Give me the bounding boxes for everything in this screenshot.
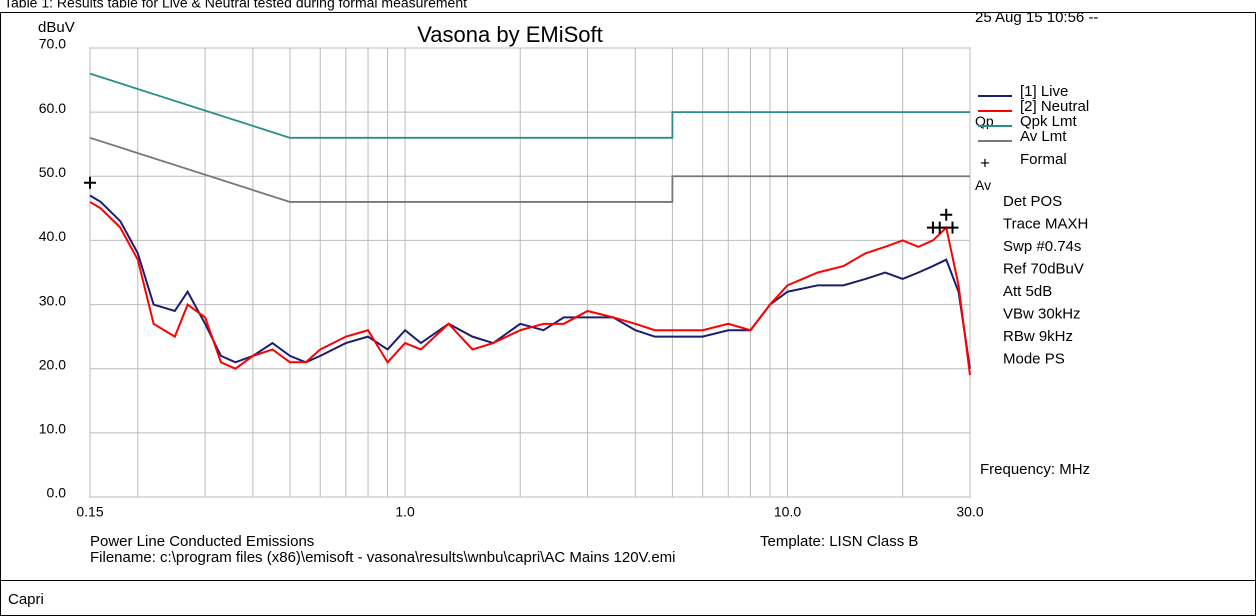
y-tick-label: 10.0 [39, 421, 66, 437]
y-tick-label: 20.0 [39, 356, 66, 372]
x-tick-label: 10.0 [774, 504, 801, 520]
footer-right: Template: LISN Class B [760, 533, 918, 550]
legend-label: [1] Live [1020, 83, 1068, 100]
setting: Mode PS [1003, 350, 1065, 367]
y-tick-label: 40.0 [39, 228, 66, 244]
y-tick-label: 60.0 [39, 100, 66, 116]
chart-title: Vasona by EMiSoft [417, 22, 602, 47]
x-axis-label: Frequency: MHz [980, 461, 1090, 478]
limit-tag: Qp [975, 113, 994, 129]
y-axis-label: dBuV [38, 19, 75, 36]
x-tick-label: 30.0 [956, 504, 983, 520]
legend-label: [2] Neutral [1020, 98, 1089, 115]
trace [89, 201, 971, 376]
y-tick-label: 30.0 [39, 292, 66, 308]
table-caption: Table 1: Results table for Live & Neutra… [4, 0, 467, 11]
legend-label: Av Lmt [1020, 128, 1067, 145]
formal-marker [946, 221, 959, 234]
formal-marker [84, 176, 96, 189]
legend-label: Formal [1020, 151, 1067, 168]
x-tick-label: 1.0 [395, 504, 415, 520]
setting: Det POS [1003, 193, 1062, 210]
y-tick-label: 0.0 [47, 485, 67, 501]
limit-tag: Av [975, 177, 991, 193]
footer-left: Power Line Conducted Emissions [90, 533, 314, 550]
trace [89, 72, 970, 139]
trace [89, 136, 970, 203]
setting: VBw 30kHz [1003, 305, 1081, 322]
setting: Att 5dB [1003, 283, 1052, 300]
trace [89, 194, 971, 369]
setting: Trace MAXH [1003, 215, 1088, 232]
y-tick-label: 70.0 [39, 36, 66, 52]
formal-marker [933, 221, 946, 234]
setting: Ref 70dBuV [1003, 260, 1084, 277]
setting: RBw 9kHz [1003, 328, 1073, 345]
legend-label: Qpk Lmt [1020, 113, 1078, 130]
timestamp: 25 Aug 15 10:56 -- [975, 9, 1098, 26]
y-tick-label: 50.0 [39, 164, 66, 180]
row-caption: Capri [8, 591, 44, 608]
filename: Filename: c:\program files (x86)\emisoft… [90, 549, 676, 566]
legend-marker: + [980, 153, 990, 172]
x-tick-label: 0.15 [76, 504, 103, 520]
formal-marker [940, 208, 953, 221]
setting: Swp #0.74s [1003, 238, 1081, 255]
